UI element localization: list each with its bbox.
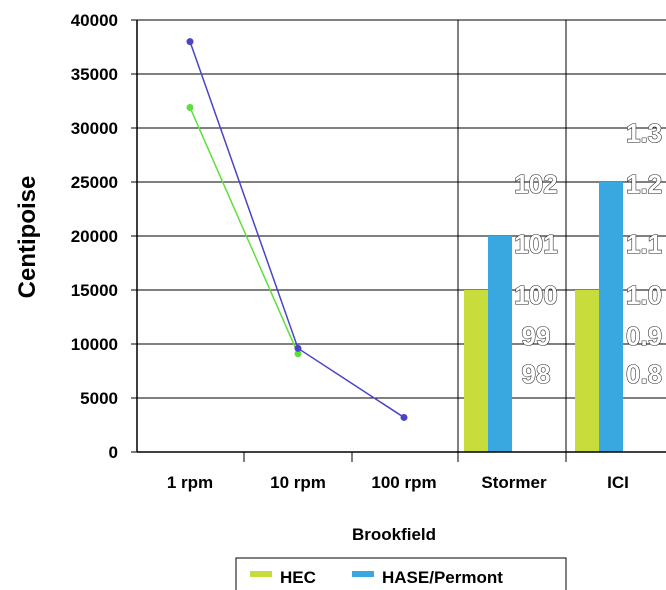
ici-scale-label: 1.2 (626, 169, 662, 199)
x-category-label: ICI (607, 473, 629, 492)
stormer-scale-label: 100 (514, 280, 557, 310)
y-tick-label: 10000 (71, 335, 118, 354)
y-axis-title: Centipoise (14, 176, 41, 299)
point-hec (186, 103, 194, 111)
point-hec (294, 350, 302, 358)
y-tick-label: 30000 (71, 119, 118, 138)
axes (131, 19, 666, 462)
legend-label-hec: HEC (280, 568, 316, 587)
y-tick-label: 25000 (71, 173, 118, 192)
line-hec (189, 107, 299, 355)
y-tick-label: 0 (109, 443, 118, 462)
stormer-scale-label: 98 (522, 359, 551, 389)
bar-ici-hase (599, 182, 623, 452)
ici-scale-label: 0.9 (626, 321, 662, 351)
ici-scale-label: 0.8 (626, 359, 662, 389)
stormer-scale-label: 101 (514, 229, 557, 259)
legend: HEC HASE/Permont (235, 557, 567, 590)
point-hase (400, 413, 408, 421)
y-tick-label: 5000 (80, 389, 118, 408)
line-hase (189, 41, 405, 419)
x-category-label: 1 rpm (167, 473, 213, 492)
legend-label-hase: HASE/Permont (382, 568, 503, 587)
x-category-label: 100 rpm (371, 473, 436, 492)
y-tick-labels: 0 5000 10000 15000 20000 25000 30000 35000 40000 (71, 11, 118, 462)
y-tick-label: 35000 (71, 65, 118, 84)
point-hase (186, 38, 194, 46)
x-category-labels: 1 rpm 10 rpm 100 rpm Stormer ICI (167, 473, 629, 492)
point-hase (294, 344, 302, 352)
ici-scale-label: 1.3 (626, 118, 662, 148)
stormer-scale-label: 102 (514, 169, 557, 199)
y-tick-label: 15000 (71, 281, 118, 300)
stormer-scale-label: 99 (522, 321, 551, 351)
x-category-label: Stormer (481, 473, 547, 492)
gridlines (137, 19, 666, 399)
right-scale-labels: 98 99 100 101 102 0.8 0.9 1.0 1.1 1.2 1.3 (514, 117, 663, 389)
ici-scale-label: 1.1 (626, 229, 662, 259)
legend-swatch-hec (250, 571, 272, 577)
ici-scale-label: 1.0 (626, 280, 662, 310)
bar-ici-hec (575, 290, 599, 452)
y-tick-label: 20000 (71, 227, 118, 246)
brookfield-lines (186, 38, 408, 421)
x-axis-title: Brookfield (352, 525, 436, 544)
x-category-label: 10 rpm (270, 473, 326, 492)
legend-box (235, 557, 567, 590)
legend-swatch-hase (352, 571, 374, 577)
y-tick-label: 40000 (71, 11, 118, 30)
bar-stormer-hec (464, 290, 488, 452)
bar-stormer-hase (488, 236, 512, 452)
bar-panels (464, 182, 623, 452)
